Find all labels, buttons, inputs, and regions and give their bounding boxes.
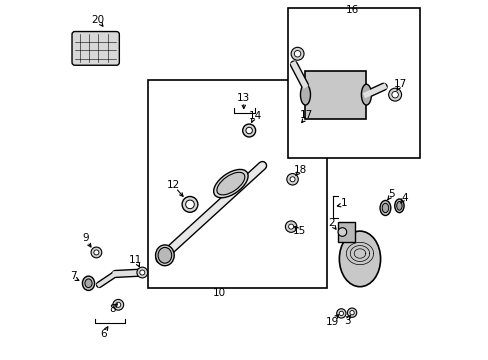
FancyBboxPatch shape bbox=[72, 32, 119, 65]
Text: 13: 13 bbox=[237, 93, 250, 103]
Ellipse shape bbox=[361, 84, 371, 105]
Text: 1: 1 bbox=[340, 198, 347, 208]
Text: 7: 7 bbox=[70, 271, 76, 281]
Circle shape bbox=[346, 308, 356, 318]
Text: 12: 12 bbox=[166, 180, 180, 190]
Text: 16: 16 bbox=[345, 5, 358, 15]
Circle shape bbox=[286, 174, 298, 185]
Text: 4: 4 bbox=[400, 193, 407, 203]
Text: 8: 8 bbox=[109, 305, 116, 314]
Ellipse shape bbox=[82, 276, 94, 291]
Text: 6: 6 bbox=[101, 329, 107, 339]
Text: 17: 17 bbox=[393, 79, 407, 89]
Ellipse shape bbox=[394, 199, 403, 213]
Text: 14: 14 bbox=[248, 111, 262, 121]
Ellipse shape bbox=[396, 202, 401, 210]
Ellipse shape bbox=[213, 170, 247, 198]
Circle shape bbox=[285, 221, 296, 232]
Circle shape bbox=[113, 300, 123, 310]
Bar bbox=[287, 8, 419, 158]
Circle shape bbox=[242, 124, 255, 137]
Ellipse shape bbox=[382, 203, 388, 213]
Circle shape bbox=[391, 91, 398, 98]
Ellipse shape bbox=[155, 245, 174, 266]
Bar bbox=[147, 80, 326, 288]
Circle shape bbox=[137, 267, 147, 278]
Circle shape bbox=[94, 250, 99, 255]
Circle shape bbox=[91, 247, 102, 258]
Bar bbox=[338, 222, 354, 242]
Circle shape bbox=[140, 270, 144, 275]
Text: 5: 5 bbox=[387, 189, 394, 199]
Circle shape bbox=[290, 47, 304, 60]
Circle shape bbox=[288, 224, 293, 229]
Text: 11: 11 bbox=[129, 255, 142, 265]
Circle shape bbox=[388, 88, 401, 101]
Circle shape bbox=[185, 200, 194, 209]
Bar bbox=[305, 71, 366, 119]
Ellipse shape bbox=[158, 247, 171, 263]
Circle shape bbox=[349, 311, 353, 315]
Ellipse shape bbox=[217, 172, 244, 195]
Circle shape bbox=[294, 50, 300, 57]
Ellipse shape bbox=[85, 279, 92, 288]
Text: 9: 9 bbox=[82, 233, 88, 243]
Text: 15: 15 bbox=[292, 226, 305, 236]
Text: 2: 2 bbox=[327, 218, 334, 228]
Text: 18: 18 bbox=[293, 165, 306, 175]
Text: 17: 17 bbox=[300, 111, 313, 121]
Circle shape bbox=[289, 177, 294, 182]
Circle shape bbox=[182, 197, 198, 212]
Circle shape bbox=[245, 127, 252, 134]
Text: 3: 3 bbox=[343, 316, 350, 326]
Text: 19: 19 bbox=[325, 317, 339, 327]
Circle shape bbox=[337, 228, 346, 236]
Circle shape bbox=[339, 311, 343, 316]
Ellipse shape bbox=[300, 84, 310, 105]
Ellipse shape bbox=[379, 201, 390, 216]
Circle shape bbox=[116, 302, 121, 307]
Ellipse shape bbox=[339, 231, 380, 287]
Text: 10: 10 bbox=[212, 288, 225, 298]
Circle shape bbox=[336, 309, 346, 318]
Text: 20: 20 bbox=[91, 15, 104, 25]
